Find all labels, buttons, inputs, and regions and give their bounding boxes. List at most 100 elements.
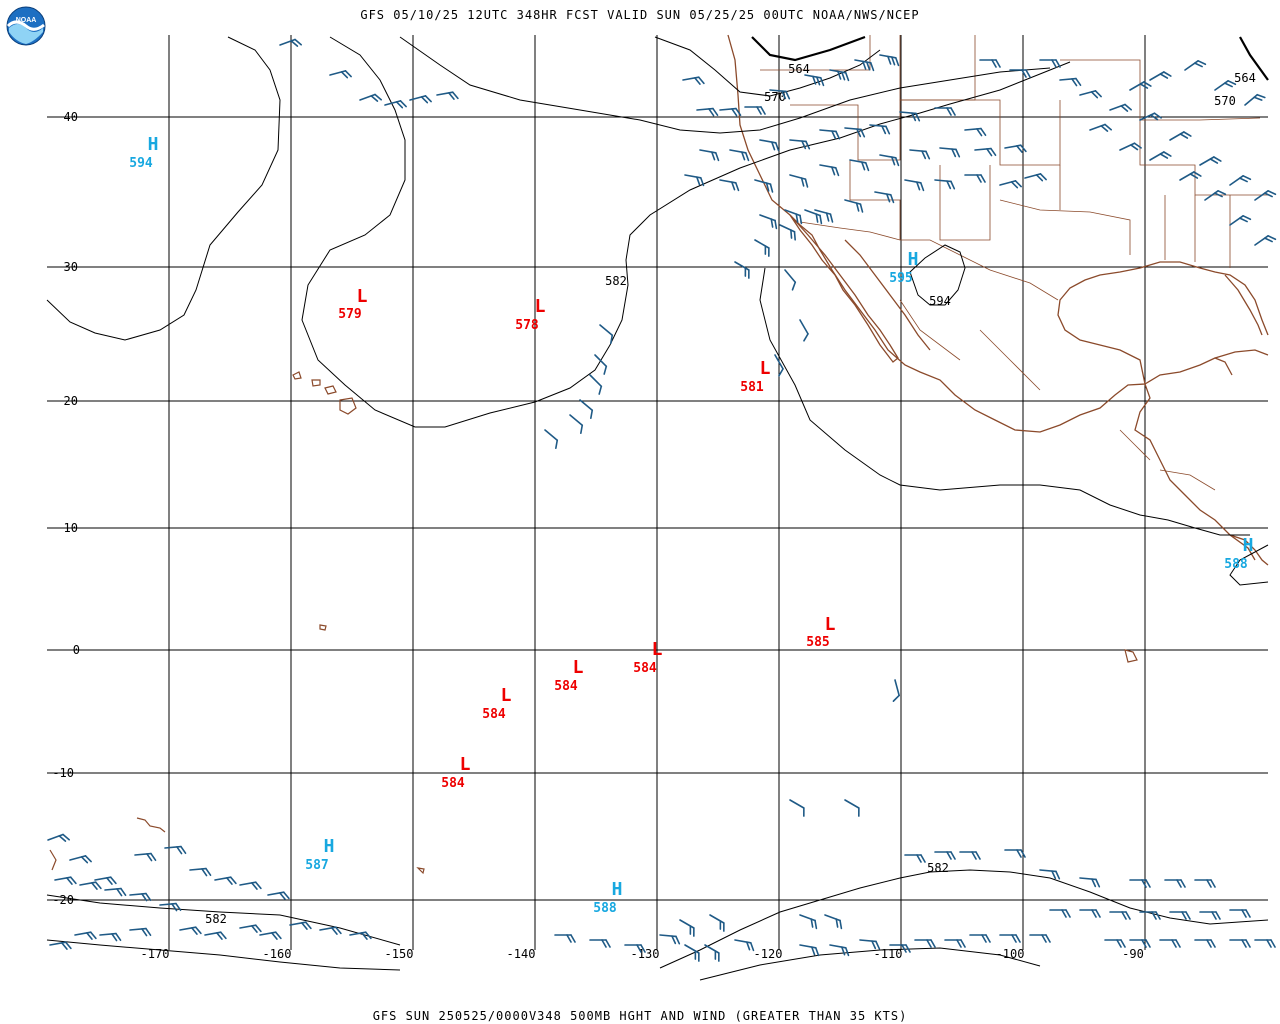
wind-barb — [829, 69, 850, 82]
wind-barb — [934, 851, 956, 860]
wind-barb — [699, 149, 720, 162]
wind-barb — [1149, 71, 1172, 81]
wind-barb — [1194, 879, 1216, 888]
wind-barb — [409, 95, 432, 104]
wind-barb — [259, 931, 282, 940]
wind-barb — [1254, 190, 1277, 201]
wind-barb — [1169, 131, 1192, 141]
wind-barb — [74, 931, 97, 940]
wind-barb — [734, 939, 755, 952]
wind-barb — [1039, 869, 1061, 880]
wind-barb — [267, 891, 290, 900]
wind-barb — [179, 926, 202, 935]
wind-barb — [319, 926, 342, 935]
wind-barb — [49, 941, 72, 950]
wind-barb — [159, 902, 182, 912]
high-letter: H — [612, 879, 623, 900]
wind-barb — [1129, 879, 1151, 888]
map-title: GFS 05/10/25 12UTC 348HR FCST VALID SUN … — [360, 8, 920, 22]
wind-barb — [359, 93, 382, 102]
wind-barb — [1109, 103, 1132, 112]
low-letter: L — [573, 657, 584, 678]
wind-barb — [914, 939, 936, 948]
wind-barb — [1119, 142, 1142, 151]
heavy-contours — [751, 35, 1269, 81]
wind-barb — [754, 179, 774, 193]
wind-barb — [349, 931, 372, 940]
lon-label: -150 — [385, 947, 414, 961]
lon-label: -140 — [507, 947, 536, 961]
wind-barb — [849, 159, 870, 172]
wind-barb — [1079, 877, 1101, 888]
wind-barb — [719, 107, 742, 117]
wind-barb — [744, 106, 766, 115]
wind-barb — [589, 374, 603, 395]
state-line — [849, 160, 901, 240]
wind-barb — [824, 914, 843, 930]
wind-barb — [1169, 911, 1191, 920]
wind-barb — [1199, 911, 1221, 920]
wind-barbs — [47, 38, 1277, 962]
hawaii-kauai — [292, 371, 302, 380]
high-centers: H 594 H 595 H 588 H 587 H 588 — [129, 134, 1253, 916]
wind-barb — [844, 799, 860, 817]
contour-label: 564 — [1234, 71, 1256, 85]
wind-barb — [814, 209, 834, 223]
low-letter: L — [535, 296, 546, 317]
wind-barb — [799, 914, 818, 930]
wind-barb — [384, 100, 407, 109]
contour-label: 582 — [605, 274, 627, 288]
wind-barb — [684, 944, 700, 962]
galapagos — [1124, 649, 1138, 663]
wind-barb — [1229, 175, 1252, 186]
central-america-panama — [1229, 534, 1269, 566]
wind-barb — [719, 179, 740, 192]
wind-barb — [939, 147, 961, 158]
wind-barb — [1024, 173, 1047, 182]
wind-barb — [1159, 939, 1181, 948]
wind-barb — [579, 399, 594, 420]
tahiti — [416, 867, 425, 875]
contour-570-north — [654, 36, 881, 97]
wind-barb — [789, 799, 805, 817]
wind-barb — [1254, 939, 1276, 948]
wind-barb — [436, 91, 459, 100]
wind-barb — [819, 164, 840, 177]
wind-barb — [999, 934, 1021, 943]
wind-barb — [1184, 60, 1207, 71]
wind-barb — [964, 174, 986, 183]
wind-barb — [1079, 90, 1102, 99]
wind-barb — [589, 939, 611, 948]
wind-barb — [1254, 235, 1277, 246]
lon-label: -120 — [754, 947, 783, 961]
coastlines — [727, 34, 1269, 566]
contour-label: 582 — [927, 861, 949, 875]
contour-labels-south: 582 — [205, 912, 227, 926]
low-letter: L — [825, 614, 836, 635]
latitude-labels: 40 30 20 10 0 -10 -20 — [52, 110, 80, 907]
wind-barb — [774, 354, 784, 377]
high-letter: H — [324, 836, 335, 857]
gulf-of-mexico-coast — [1057, 261, 1269, 385]
wind-barb — [1129, 81, 1152, 91]
wind-barb — [804, 74, 825, 87]
lat-label: -10 — [52, 766, 74, 780]
wind-barb — [1244, 93, 1266, 106]
low-value: 584 — [482, 707, 506, 722]
contour-labels: 564 570 582 594 582 570 564 — [605, 62, 1256, 875]
wind-barb — [214, 876, 237, 885]
wind-barb — [679, 919, 695, 937]
wind-barb — [959, 851, 981, 860]
wind-barb — [892, 679, 900, 702]
wind-barb — [704, 944, 720, 962]
wind-barb — [1194, 939, 1216, 948]
low-value: 585 — [806, 635, 829, 650]
contour-label: 594 — [929, 294, 951, 308]
gulf-of-california-east — [844, 239, 931, 351]
wind-barb — [859, 939, 881, 950]
lat-label: -20 — [52, 893, 74, 907]
contour-mex-high — [909, 244, 966, 306]
high-letter: H — [908, 249, 919, 270]
low-centers: L 579 L 578 L 581 L 585 L 584 L 584 L 58… — [338, 286, 835, 791]
